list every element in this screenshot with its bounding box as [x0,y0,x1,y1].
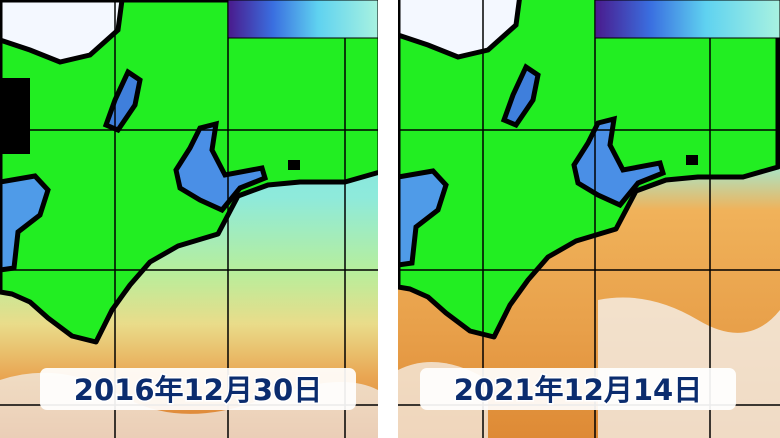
legend-box [0,78,30,154]
color-bar [227,0,378,39]
date-label: 2021年12月14日 [454,373,702,407]
date-box [420,368,736,410]
panel-2021: 2021年12月14日 [398,0,780,438]
date-label: 2016年12月30日 [74,373,322,407]
color-bar [594,0,780,39]
date-box [40,368,356,410]
panel-2016: 2016年12月30日 [0,0,378,438]
